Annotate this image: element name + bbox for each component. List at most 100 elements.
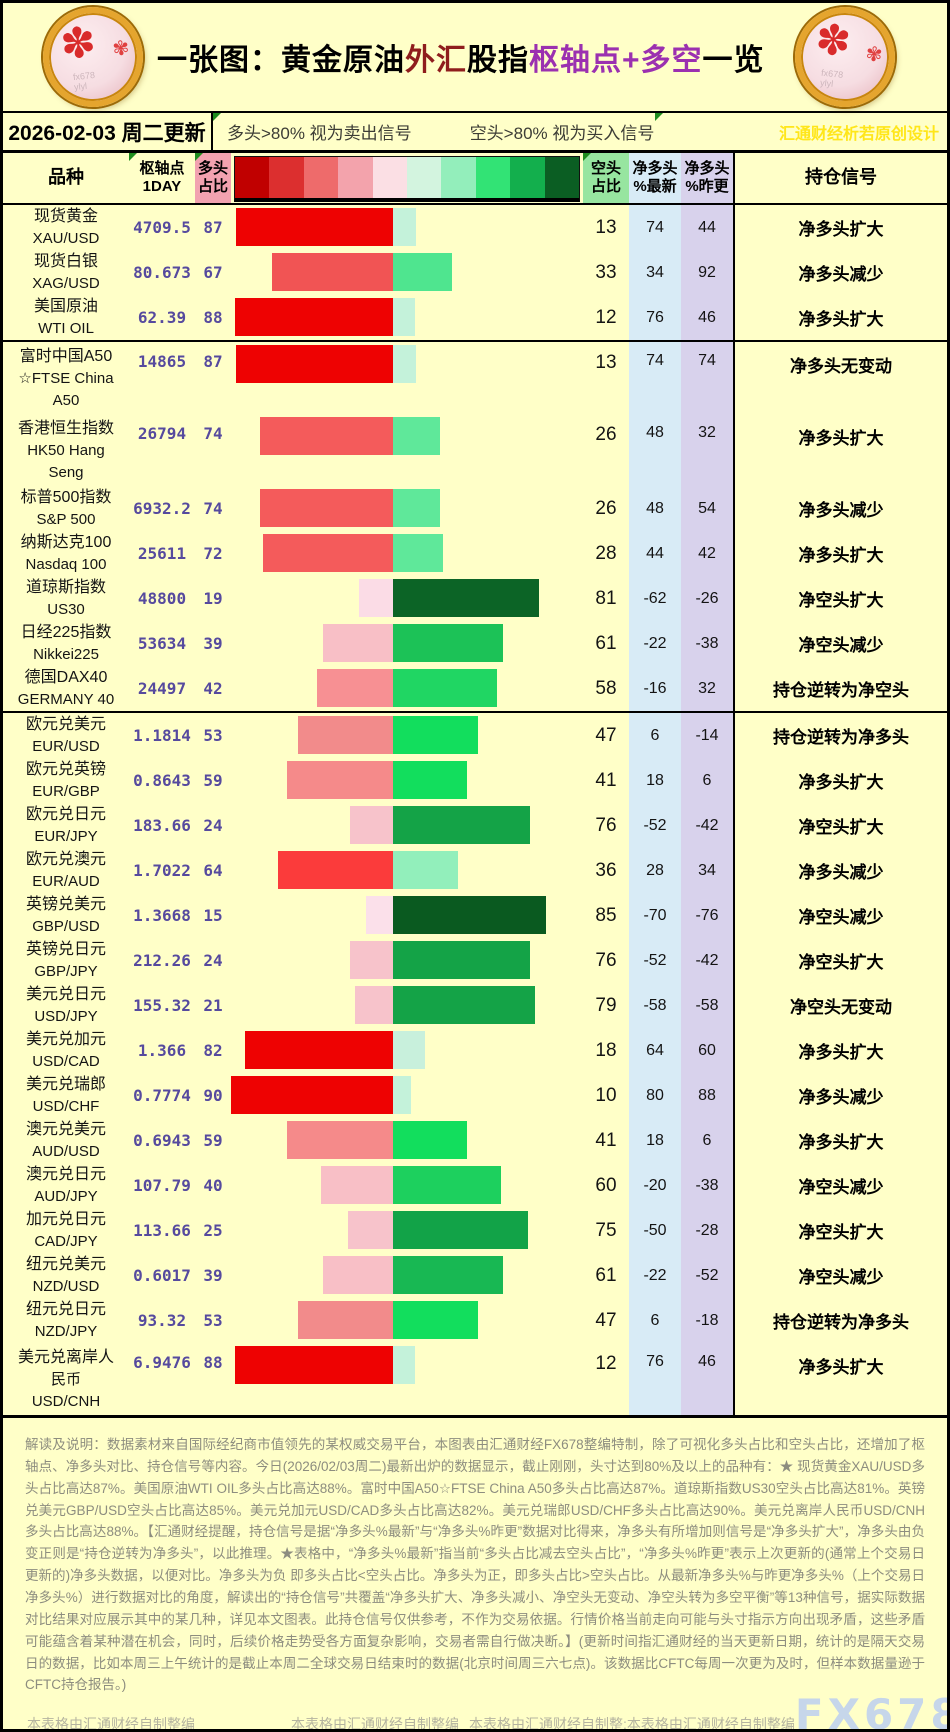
instrument-name: 美元兑日元 USD/JPY <box>3 983 129 1028</box>
short-percent: 81 <box>595 587 617 609</box>
title-segment: 一览 <box>702 44 765 77</box>
instrument-name: 美国原油 WTI OIL <box>3 295 129 340</box>
net-long-latest: -50 <box>629 1208 681 1253</box>
instrument-name: 欧元兑日元 EUR/JPY <box>3 803 129 848</box>
net-long-latest: 18 <box>629 758 681 803</box>
position-signal: 净多头减少 <box>733 1073 947 1118</box>
table-row: 澳元兑美元 AUD/USD 0.6943 59 41 18 6 净多头扩大 <box>3 1118 947 1163</box>
title-segment: 外汇 <box>405 44 467 77</box>
short-percent: 41 <box>595 1129 617 1151</box>
footer: 解读及说明：数据素材来自国际经纪商市值领先的某权威交易平台，本图表由汇通财经FX… <box>3 1418 947 1729</box>
short-bar-segment <box>393 208 417 246</box>
net-long-previous: 92 <box>681 250 733 295</box>
comment-marker-icon <box>129 153 137 161</box>
pivot-value: 53634 <box>137 634 187 653</box>
short-percent: 41 <box>595 769 617 791</box>
long-percent: 39 <box>203 1266 223 1285</box>
instrument-name: 加元兑日元 CAD/JPY <box>3 1208 129 1253</box>
instrument-name: 日经225指数 Nikkei225 <box>3 621 129 666</box>
table-row: 欧元兑澳元 EUR/AUD 1.7022 64 36 28 34 净多头减少 <box>3 848 947 893</box>
instrument-name-line: 日经225指数 <box>20 624 112 642</box>
net-long-previous: 32 <box>681 666 733 711</box>
comment-marker-icon <box>195 153 203 161</box>
logo-watermark-line: ylyl <box>73 80 88 93</box>
flower-icon: ✽ <box>812 14 853 66</box>
table-row: 美国原油 WTI OIL 62.39 88 12 76 46 净多头扩大 <box>3 295 947 340</box>
table-row: 纽元兑日元 NZD/JPY 93.32 53 47 6 -18 持仓逆转为净多头 <box>3 1298 947 1343</box>
instrument-name: 现货白银 XAG/USD <box>3 250 129 295</box>
title-segment: 股指 <box>467 44 529 77</box>
position-signal: 净多头扩大 <box>733 758 947 803</box>
long-bar-segment <box>236 345 393 383</box>
col-header-symbol: 品种 <box>3 153 129 203</box>
instrument-name: 英镑兑美元 GBP/USD <box>3 893 129 938</box>
instrument-name-line: NZD/JPY <box>34 1323 98 1341</box>
long-bar-segment <box>286 1121 393 1159</box>
net-long-latest: 74 <box>629 205 681 250</box>
col-header-net-previous: 净多头 %昨更 <box>681 153 733 203</box>
short-percent: 36 <box>595 859 617 881</box>
long-bar-segment <box>349 941 393 979</box>
net-long-previous: 32 <box>681 414 733 486</box>
instrument-name-line: 英镑兑美元 <box>25 896 106 914</box>
long-bar-segment <box>297 716 393 754</box>
position-signal: 净空头扩大 <box>733 576 947 621</box>
position-signal: 持仓逆转为净空头 <box>733 666 947 711</box>
page-title: 一张图：黄金原油外汇股指枢轴点+多空一览 <box>157 35 765 79</box>
net-long-previous: -14 <box>681 713 733 758</box>
net-long-latest: -16 <box>629 666 681 711</box>
short-bar-segment <box>393 851 458 889</box>
long-short-bar <box>231 486 583 531</box>
instrument-name-line: GBP/JPY <box>34 963 98 981</box>
col-header-label: 空头 <box>590 160 621 177</box>
update-date: 2026-02-03 周二更新 <box>3 113 213 150</box>
net-long-latest: -22 <box>629 621 681 666</box>
disclaimer-text: 解读及说明：数据素材来自国际经纪商市值领先的某权威交易平台，本图表由汇通财经FX… <box>25 1437 925 1693</box>
short-percent: 18 <box>595 1039 617 1061</box>
instrument-name-line: EUR/AUD <box>32 873 100 891</box>
long-percent: 74 <box>203 424 223 443</box>
long-short-bar <box>231 848 583 893</box>
short-percent: 13 <box>595 216 617 238</box>
date-row: 2026-02-03 周二更新 多头>80% 视为卖出信号 空头>80% 视为买… <box>3 113 947 153</box>
pivot-value: 25611 <box>137 544 187 563</box>
net-long-latest: 48 <box>629 486 681 531</box>
long-percent: 88 <box>203 1353 223 1372</box>
short-bar-segment <box>393 986 536 1024</box>
table-row: 道琼斯指数 US30 48800 19 81 -62 -26 净空头扩大 <box>3 576 947 621</box>
long-short-bar <box>231 1253 583 1298</box>
instrument-name-line: USD/CHF <box>32 1098 100 1116</box>
short-bar-segment <box>393 941 530 979</box>
instrument-name-line: 美国原油 <box>33 298 98 316</box>
net-long-previous: 74 <box>681 342 733 414</box>
title-segment: 枢轴点+多空 <box>529 44 703 77</box>
long-short-bar <box>231 342 583 414</box>
instrument-name: 美元兑离岸人 民币 USD/CNH <box>3 1343 129 1415</box>
col-header-label: 占比 <box>197 178 228 195</box>
long-percent: 21 <box>203 996 223 1015</box>
instrument-name-line: 美元兑加元 <box>25 1031 106 1049</box>
position-signal: 净多头扩大 <box>733 1343 947 1415</box>
net-long-previous: -42 <box>681 803 733 848</box>
short-bar-segment <box>393 534 444 572</box>
net-long-latest: 34 <box>629 250 681 295</box>
table-row: 欧元兑美元 EUR/USD 1.1814 53 47 6 -14 持仓逆转为净多头 <box>3 711 947 758</box>
short-bar-segment <box>393 716 478 754</box>
instrument-name-line: 欧元兑日元 <box>25 806 106 824</box>
instrument-name: 英镑兑日元 GBP/JPY <box>3 938 129 983</box>
legend-swatch <box>235 156 270 198</box>
long-bar-segment <box>322 1256 393 1294</box>
position-signal: 净多头扩大 <box>733 295 947 340</box>
position-signal: 持仓逆转为净多头 <box>733 1298 947 1343</box>
logo-watermark: fx678 ylyl <box>819 68 843 91</box>
net-long-previous: 42 <box>681 531 733 576</box>
long-bar-segment <box>317 669 393 707</box>
col-header-label: 枢轴点 <box>139 160 185 177</box>
short-percent: 60 <box>595 1174 617 1196</box>
instrument-name-line: Seng <box>48 463 84 481</box>
legend-swatch <box>510 156 545 198</box>
long-bar-segment <box>245 1031 393 1069</box>
color-scale-legend <box>234 155 580 202</box>
logo-watermark-line: ylyl <box>819 77 834 89</box>
long-percent: 59 <box>203 771 223 790</box>
